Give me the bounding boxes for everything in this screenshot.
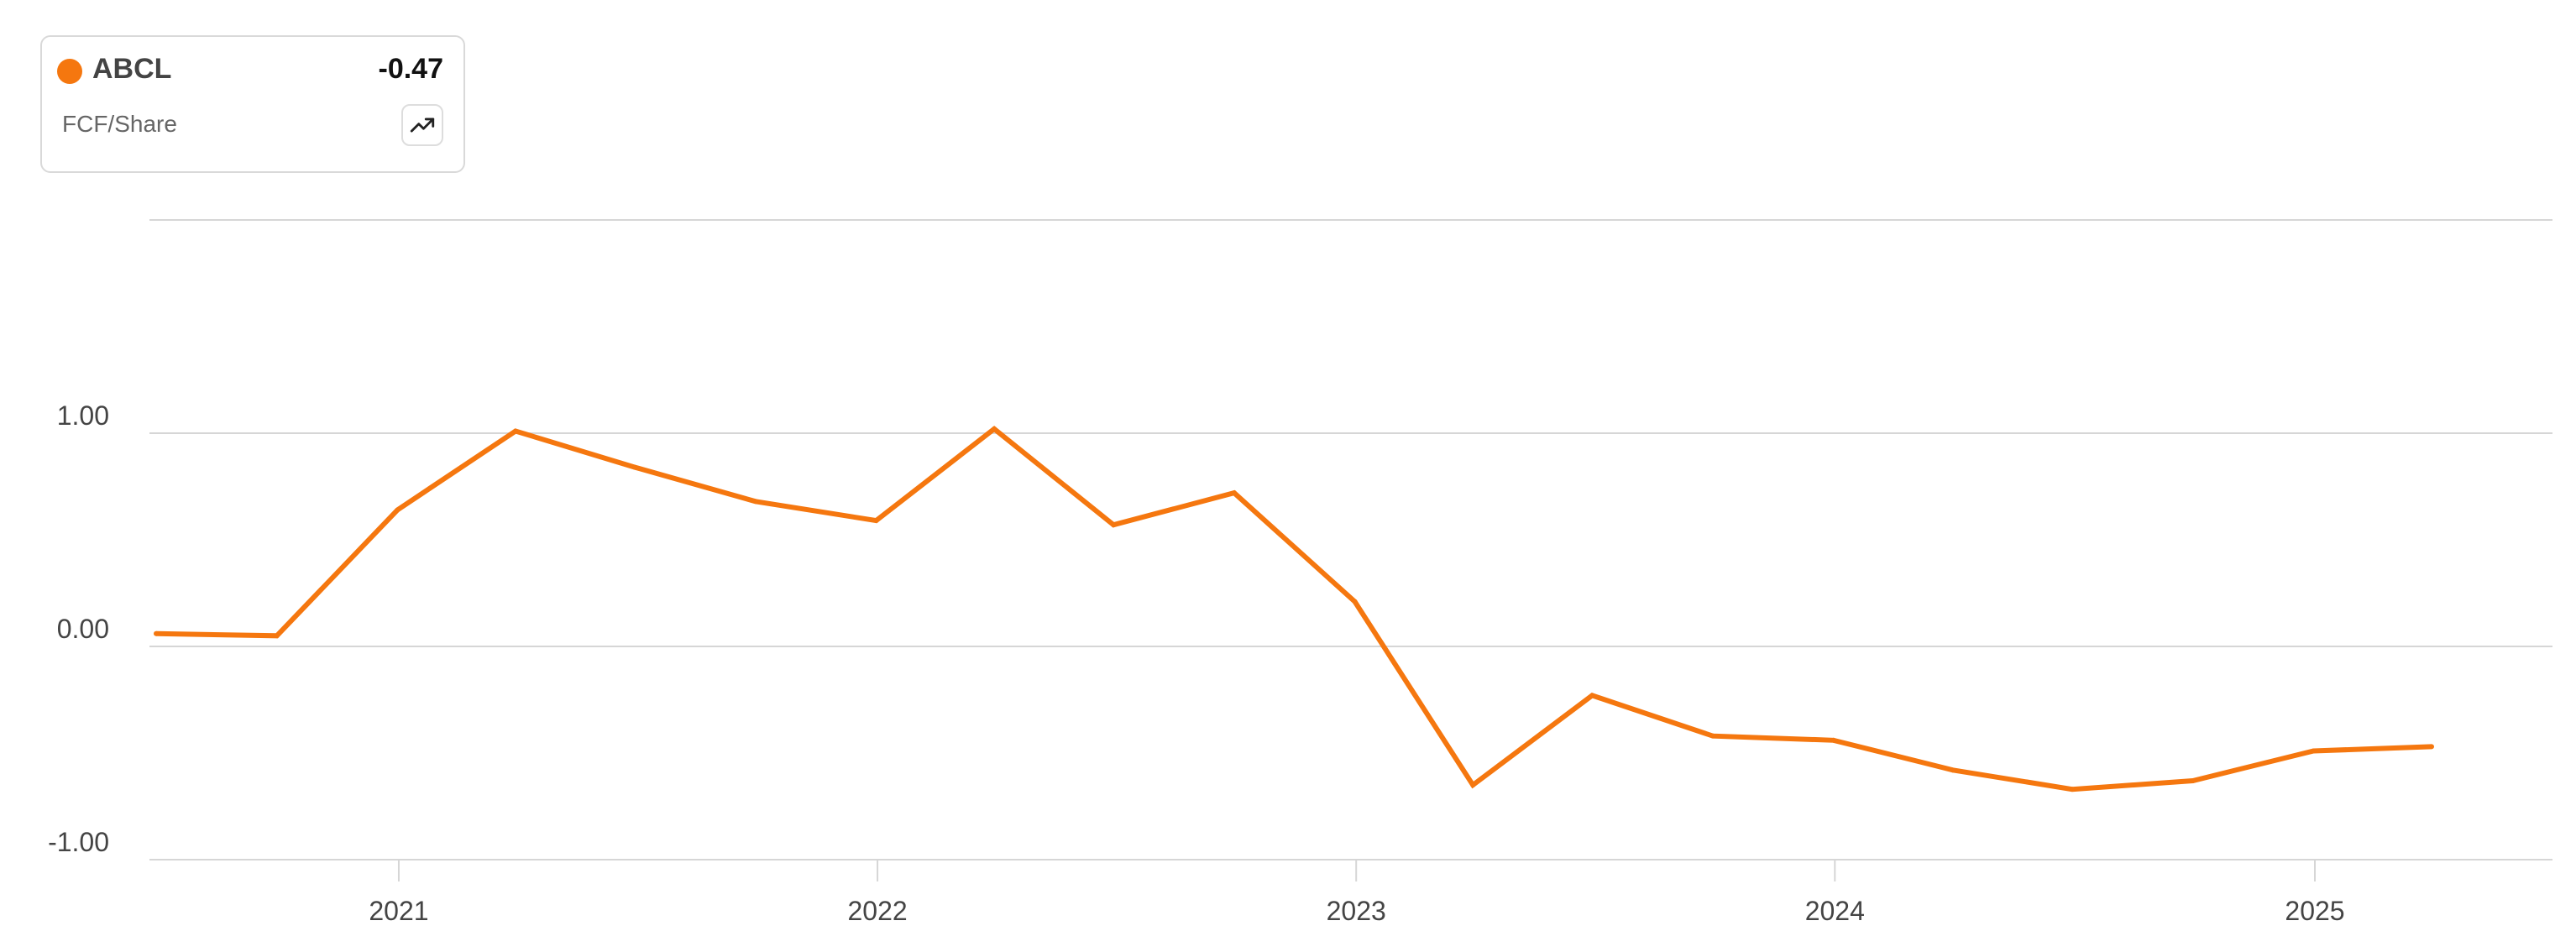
data-point: [395, 507, 401, 513]
data-point: [873, 518, 879, 524]
data-point: [752, 499, 758, 505]
x-tick-label: 2025: [2285, 896, 2344, 926]
data-point: [1111, 522, 1117, 528]
series-line: [155, 426, 2432, 792]
x-tick-label: 2023: [1327, 896, 1386, 926]
series-color-dot: [57, 59, 82, 84]
data-point: [154, 630, 159, 636]
data-point: [1470, 782, 1476, 788]
data-point: [632, 464, 638, 470]
data-point: [1950, 767, 1956, 773]
data-point: [274, 633, 280, 639]
data-point: [512, 428, 518, 434]
data-point: [2190, 778, 2196, 784]
data-point: [1830, 737, 1836, 743]
trend-toggle-button[interactable]: [401, 104, 443, 146]
legend-value: -0.47: [378, 53, 444, 85]
trend-up-icon: [410, 118, 435, 133]
data-point: [1589, 693, 1595, 698]
y-tick-label: 1.00: [57, 400, 109, 431]
data-point: [1231, 490, 1237, 496]
data-point: [992, 426, 997, 432]
data-point: [1352, 599, 1358, 604]
legend-ticker: ABCL: [92, 53, 172, 85]
data-point: [2070, 787, 2076, 792]
legend-card: ABCL -0.47 FCF/Share: [40, 35, 465, 173]
x-tick-label: 2024: [1805, 896, 1865, 926]
data-point: [2429, 744, 2434, 750]
x-tick-label: 2022: [847, 896, 907, 926]
legend-metric: FCF/Share: [62, 111, 177, 137]
x-tick-label: 2021: [369, 896, 428, 926]
data-point: [2311, 748, 2317, 754]
y-tick-label: 0.00: [57, 614, 109, 644]
data-point: [1710, 733, 1716, 739]
y-tick-label: -1.00: [48, 827, 109, 857]
